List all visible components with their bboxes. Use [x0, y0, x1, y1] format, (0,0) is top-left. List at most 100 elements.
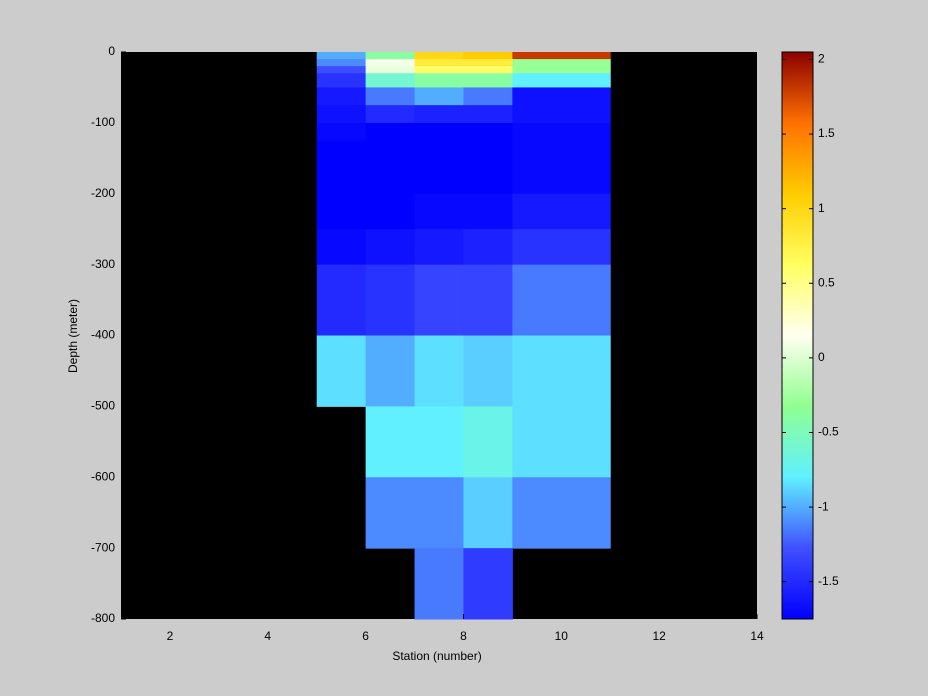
- y-tick-label: 0: [108, 44, 115, 58]
- x-tick-label: 12: [652, 629, 666, 643]
- heat-cell: [512, 140, 611, 159]
- heat-cell: [365, 477, 416, 549]
- heat-cell: [316, 59, 367, 67]
- heat-cell: [316, 264, 367, 336]
- heat-cell: [512, 477, 611, 549]
- heat-cell: [512, 105, 611, 124]
- colorbar-tick-label: 2: [818, 52, 825, 66]
- heat-cell: [414, 406, 464, 478]
- heat-cell: [512, 73, 611, 88]
- x-tick-label: 8: [460, 629, 467, 643]
- heat-cell: [463, 66, 513, 74]
- heat-cell: [316, 73, 367, 88]
- heat-cell: [365, 335, 416, 407]
- heat-cell: [463, 140, 513, 159]
- heat-cell: [463, 122, 513, 142]
- heat-cell: [414, 264, 464, 336]
- heat-cell: [512, 122, 611, 142]
- y-tick-label: -800: [91, 611, 115, 625]
- heat-cell: [316, 122, 367, 142]
- heat-cell: [512, 193, 611, 230]
- y-tick-label: -300: [91, 257, 115, 271]
- heat-cell: [463, 105, 513, 124]
- colorbar-tick-label: -1.5: [818, 574, 839, 588]
- heat-cell: [463, 548, 513, 620]
- heat-cell: [512, 66, 611, 74]
- heat-cell: [414, 477, 464, 549]
- heat-cell: [463, 264, 513, 336]
- heat-cell: [414, 87, 464, 106]
- colorbar: [781, 51, 814, 620]
- heat-cell: [463, 158, 513, 195]
- y-tick-label: -500: [91, 399, 115, 413]
- heat-cell: [414, 140, 464, 159]
- heat-cell: [316, 105, 367, 124]
- heat-cell: [365, 105, 416, 124]
- heat-cell: [316, 140, 367, 159]
- colorbar-tick-label: 1: [818, 201, 825, 215]
- heat-cell: [463, 477, 513, 549]
- x-tick-label: 14: [750, 629, 764, 643]
- heat-cell: [316, 229, 367, 266]
- y-tick-label: -400: [91, 328, 115, 342]
- colorbar-tick-label: 0: [818, 350, 825, 364]
- heat-cell: [512, 158, 611, 195]
- heat-cell: [316, 158, 367, 195]
- heat-cell: [512, 59, 611, 67]
- heat-cell: [512, 264, 611, 336]
- heat-cell: [463, 335, 513, 407]
- heat-cell: [414, 73, 464, 88]
- heat-cell: [316, 87, 367, 106]
- heat-cell: [463, 406, 513, 478]
- heat-cell: [316, 52, 367, 60]
- x-tick-label: 10: [555, 629, 569, 643]
- x-axis-label: Station (number): [392, 649, 481, 663]
- colorbar-tick-label: 0.5: [818, 275, 835, 289]
- heat-cell: [414, 158, 464, 195]
- heat-cell: [414, 105, 464, 124]
- heat-cell: [316, 66, 367, 74]
- y-tick-label: -700: [91, 540, 115, 554]
- colorbar-tick-label: 1.5: [818, 126, 835, 140]
- heat-cell: [463, 52, 513, 60]
- heat-cell: [365, 122, 416, 142]
- heat-cell: [463, 59, 513, 67]
- heat-cell: [512, 52, 611, 60]
- heat-cell: [365, 87, 416, 106]
- heat-cell: [316, 193, 367, 230]
- heat-cell: [365, 140, 416, 159]
- heat-cell: [414, 335, 464, 407]
- heat-cell: [316, 335, 367, 407]
- colorbar-tick-label: -0.5: [818, 425, 839, 439]
- heat-cell: [512, 229, 611, 266]
- heat-cell: [365, 406, 416, 478]
- heat-cell: [365, 52, 416, 60]
- heat-cell: [365, 73, 416, 88]
- heat-cell: [365, 66, 416, 74]
- y-tick-label: -100: [91, 115, 115, 129]
- heat-cell: [414, 66, 464, 74]
- heat-cell: [512, 87, 611, 106]
- colorbar-tick-label: -1: [818, 499, 829, 513]
- heat-cell: [414, 59, 464, 67]
- heat-cell: [463, 193, 513, 230]
- y-tick-label: -200: [91, 186, 115, 200]
- heat-cell: [365, 264, 416, 336]
- heat-cell: [414, 229, 464, 266]
- x-tick-label: 2: [167, 629, 174, 643]
- heat-cell: [414, 193, 464, 230]
- heat-cell: [512, 335, 611, 407]
- y-tick-label: -600: [91, 469, 115, 483]
- heat-cell: [463, 73, 513, 88]
- heat-cell: [365, 193, 416, 230]
- heat-cell: [414, 122, 464, 142]
- heat-cell: [463, 87, 513, 106]
- x-tick-label: 4: [264, 629, 271, 643]
- heat-cell: [414, 52, 464, 60]
- heat-cell: [365, 158, 416, 195]
- y-axis-label: Depth (meter): [66, 299, 80, 373]
- x-tick-label: 6: [362, 629, 369, 643]
- heat-cell: [365, 59, 416, 67]
